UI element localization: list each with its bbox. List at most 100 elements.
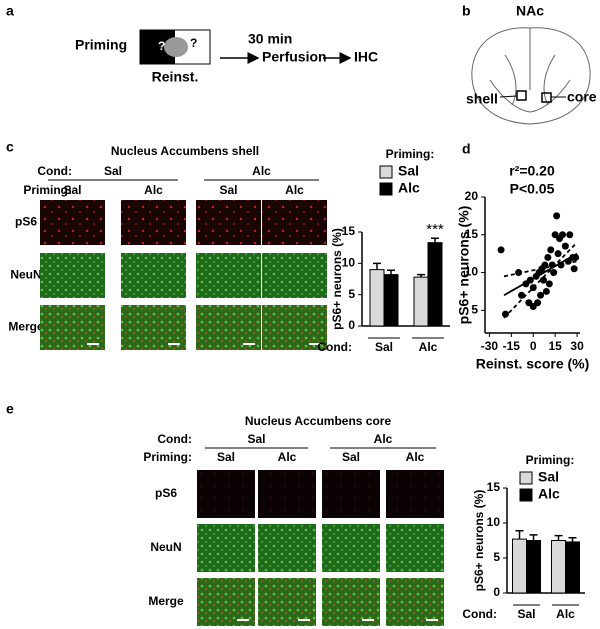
legend-swatch <box>379 165 393 179</box>
error-bar <box>431 237 439 243</box>
priming: Alc <box>144 183 163 197</box>
priming: Alc <box>285 183 304 197</box>
bar <box>413 276 429 327</box>
step-text: Perfusion <box>262 49 327 65</box>
point <box>542 287 550 295</box>
point <box>553 212 561 220</box>
panel-title: Nucleus Accumbens core <box>245 414 392 428</box>
bar <box>369 269 385 327</box>
micrograph <box>40 305 105 350</box>
x-tick-label: -15 <box>503 339 521 353</box>
condition: Alc <box>374 432 393 446</box>
y-tick-label: 10 <box>465 265 479 279</box>
error-bar <box>387 269 395 275</box>
legend-title: Priming: <box>526 453 575 467</box>
y-tick-label: 5 <box>471 303 478 317</box>
micrograph <box>386 470 444 518</box>
micrograph <box>322 524 380 572</box>
point <box>557 261 565 269</box>
condition: Sal <box>104 164 122 178</box>
panel-label: e <box>6 401 14 417</box>
legend-label: Sal <box>538 469 559 485</box>
point <box>550 269 558 277</box>
panel-title: Nucleus Accumbens shell <box>111 144 259 158</box>
condition: Alc <box>252 164 271 178</box>
annotation: P<0.05 <box>510 181 555 197</box>
panel-title: NAc <box>516 3 544 19</box>
row-label: pS6 <box>155 486 177 500</box>
point <box>501 310 509 318</box>
micrograph <box>322 578 380 626</box>
delay-text: 30 min <box>248 31 292 47</box>
y-axis-label: pS6+ neurons (%) <box>330 228 344 330</box>
bar <box>427 242 443 327</box>
error-bar <box>554 534 563 541</box>
legend-swatch <box>519 471 533 485</box>
priming: Sal <box>217 450 235 464</box>
question-mark: ? <box>158 39 165 53</box>
error-bar <box>417 273 425 278</box>
point <box>566 231 574 239</box>
annotation: r²=0.20 <box>509 163 555 179</box>
point <box>572 253 580 261</box>
point <box>558 231 566 239</box>
panel-label: c <box>6 139 14 155</box>
point <box>539 276 547 284</box>
y-tick-label: 15 <box>487 480 501 494</box>
row-label: pS6 <box>15 215 37 229</box>
priming: Alc <box>406 450 425 464</box>
error-bar <box>529 534 538 541</box>
point <box>544 253 552 261</box>
row-label: Merge <box>148 594 184 608</box>
bar <box>565 541 580 594</box>
point <box>515 269 523 277</box>
pointer <box>499 95 518 98</box>
legend-label: Sal <box>398 163 419 179</box>
micrograph <box>386 524 444 572</box>
point <box>534 299 542 307</box>
micrograph <box>262 200 327 245</box>
point <box>497 246 505 254</box>
micrograph <box>197 470 255 518</box>
mouse <box>164 37 188 57</box>
legend-label: Alc <box>538 486 560 502</box>
panel-label: d <box>462 141 471 157</box>
brain-outline <box>471 27 591 125</box>
error-bar <box>515 529 524 540</box>
micrograph <box>197 524 255 572</box>
micrograph <box>40 253 105 298</box>
reinst-text: Reinst. <box>152 69 199 85</box>
priming: Sal <box>342 450 360 464</box>
micrograph <box>258 524 316 572</box>
micrograph <box>40 200 105 245</box>
point <box>547 246 555 254</box>
x-tick-label: -30 <box>481 339 499 353</box>
y-axis-label: pS6+ neurons (%) <box>456 206 472 325</box>
y-tick-label: 5 <box>493 550 500 564</box>
point <box>529 284 537 292</box>
panel-label: b <box>462 3 471 19</box>
region-box <box>516 90 527 101</box>
significance: *** <box>426 221 444 238</box>
x-tick-label: Alc <box>419 340 438 354</box>
point <box>537 291 545 299</box>
x-axis-label: Reinst. score (%) <box>476 356 590 372</box>
region-label: shell <box>466 91 498 107</box>
priming: Sal <box>219 183 237 197</box>
x-prefix: Cond: <box>317 340 352 354</box>
row-label: Merge <box>8 320 44 334</box>
legend-title: Priming: <box>386 147 435 161</box>
y-tick-label: 0 <box>348 318 355 332</box>
point <box>570 265 578 273</box>
x-tick-label: Alc <box>556 607 575 621</box>
y-tick-label: 15 <box>342 224 356 238</box>
bar <box>526 540 541 594</box>
y-tick-label: 10 <box>342 256 356 270</box>
y-tick-label: 10 <box>487 515 501 529</box>
priming-label: Priming: <box>143 450 192 464</box>
step-text: IHC <box>354 49 378 65</box>
x-tick-label: 30 <box>570 339 584 353</box>
micrograph <box>262 253 327 298</box>
priming: Sal <box>63 183 81 197</box>
